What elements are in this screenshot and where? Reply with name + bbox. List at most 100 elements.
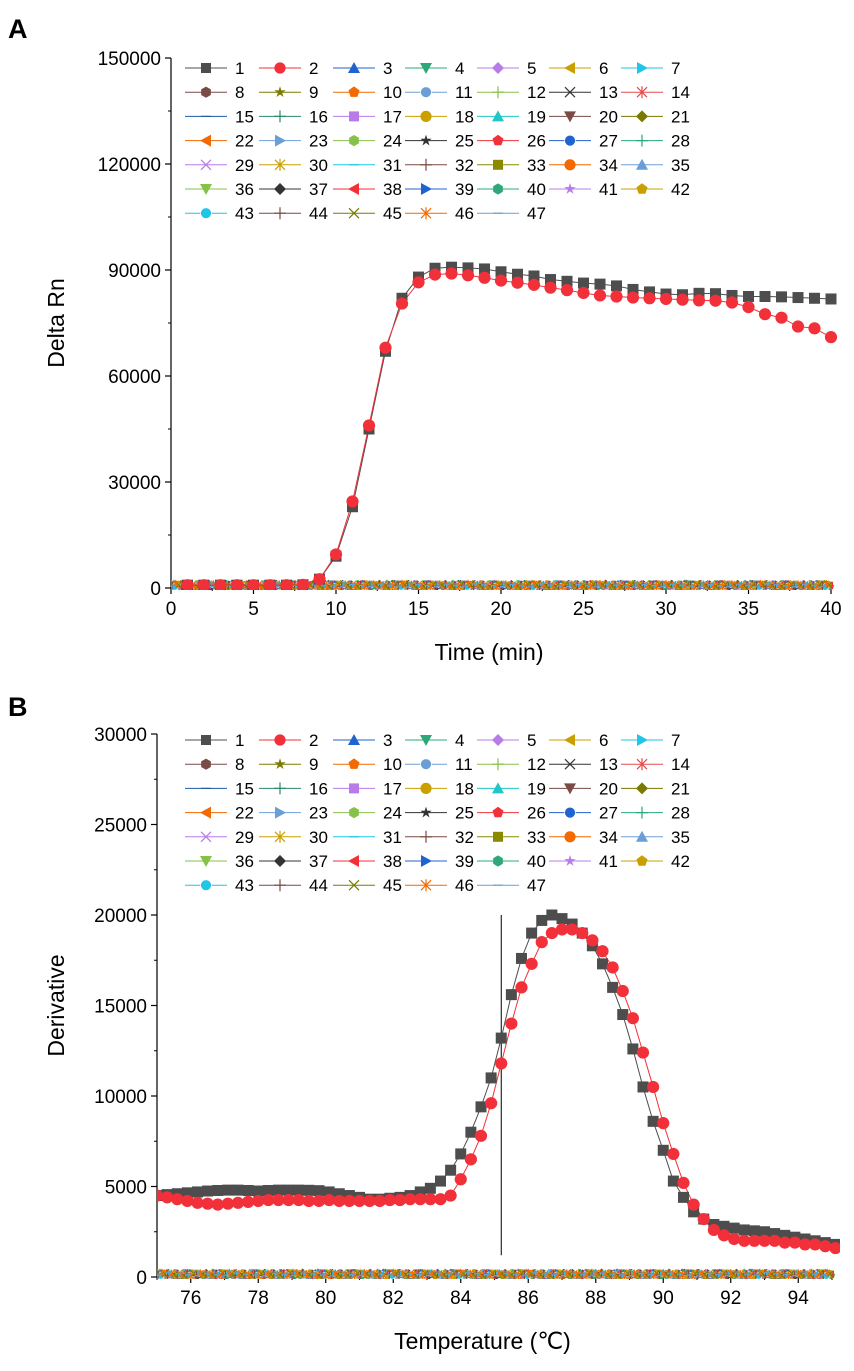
panel-a-series-46-point bbox=[653, 582, 660, 590]
panel-a-series-1-point bbox=[776, 291, 787, 303]
panel-a-series-46-point bbox=[455, 582, 462, 590]
panel-a-legend-item: 38 bbox=[333, 180, 402, 199]
panel-a-series-1-point bbox=[759, 291, 771, 302]
panel-a-legend-label: 46 bbox=[455, 204, 474, 223]
panel-a-legend-item: 37 bbox=[259, 180, 328, 199]
panel-a-legend-item: 24 bbox=[333, 132, 402, 151]
panel-b-x-tick-label: 86 bbox=[518, 1288, 539, 1309]
panel-a-series-1-point bbox=[825, 293, 837, 305]
panel-a-legend-marker bbox=[420, 86, 432, 98]
panel-b-baseline-series bbox=[157, 1268, 836, 1279]
panel-a-legend-marker bbox=[636, 183, 648, 194]
panel-a-series-46-point bbox=[624, 582, 632, 590]
panel-a-legend-label: 39 bbox=[455, 180, 474, 199]
panel-a-legend-marker bbox=[274, 110, 286, 123]
panel-a-x-tick-label: 20 bbox=[490, 599, 511, 620]
panel-a-legend-marker bbox=[420, 134, 432, 146]
panel-a-main-series bbox=[181, 261, 838, 590]
panel-a-series-2-point bbox=[379, 341, 392, 354]
panel-a-legend-label: 31 bbox=[383, 156, 402, 175]
panel-a-legend-marker bbox=[201, 63, 211, 73]
panel-a-legend-label: 23 bbox=[309, 132, 328, 151]
panel-a-series-2-point bbox=[230, 579, 244, 590]
panel-a-legend-label: 13 bbox=[599, 83, 618, 102]
panel-a-legend-item: 20 bbox=[549, 107, 618, 126]
panel-b-x-tick-label: 80 bbox=[315, 1288, 336, 1309]
panel-a-x-tick-label: 5 bbox=[248, 599, 259, 620]
panel-a-legend-marker bbox=[564, 134, 576, 147]
panel-a-legend-item: 47 bbox=[477, 204, 546, 223]
panel-a-legend-marker bbox=[274, 62, 286, 74]
panel-a-legend-item: 35 bbox=[621, 156, 690, 175]
panel-a-y-tick-label: 30000 bbox=[108, 473, 161, 494]
panel-a-legend-marker bbox=[492, 62, 504, 74]
panel-a-legend-label: 32 bbox=[455, 156, 474, 175]
panel-a-legend-marker bbox=[492, 134, 504, 146]
panel-a-series-46-point bbox=[672, 581, 679, 590]
panel-a-series-1-point bbox=[693, 287, 705, 299]
panel-a-x-tick-label: 0 bbox=[166, 599, 177, 620]
panel-a-legend-marker bbox=[421, 183, 432, 195]
panel-a-legend-item: 9 bbox=[259, 83, 318, 102]
panel-a-legend-label: 7 bbox=[671, 59, 680, 78]
panel-a-series-2-point bbox=[742, 301, 755, 314]
panel-a-legend-item: 26 bbox=[477, 132, 546, 151]
panel-a-label: A bbox=[8, 14, 28, 44]
panel-a-series-1-point bbox=[594, 278, 606, 290]
panel-a-series-46-point bbox=[643, 581, 651, 590]
panel-a-series-2-point bbox=[725, 296, 739, 309]
panel-a-legend-marker bbox=[492, 110, 504, 122]
panel-a-legend-item: 39 bbox=[405, 180, 474, 199]
panel-a-legend-label: 44 bbox=[309, 204, 328, 223]
panel-a-legend-marker bbox=[493, 159, 503, 170]
panel-a-series-46-point bbox=[426, 582, 434, 590]
panel-a-series-1-point bbox=[495, 266, 507, 278]
panel-a-legend-marker bbox=[420, 158, 432, 171]
panel-a-series-46-point bbox=[719, 582, 726, 590]
panel-a-series-2-point bbox=[709, 294, 722, 307]
panel-a-legend-label: 27 bbox=[599, 132, 618, 151]
panel-a-series-2-point bbox=[758, 308, 772, 321]
panel-a-legend-item: 25 bbox=[405, 132, 474, 151]
panel-a-series-2-point bbox=[263, 579, 277, 590]
panel-a-x-tick-label: 15 bbox=[408, 599, 429, 620]
panel-a-series-2-point bbox=[362, 419, 376, 432]
panel-a-legend-item: 3 bbox=[333, 59, 392, 78]
panel-a-legend-label: 20 bbox=[599, 107, 618, 126]
panel-a-series-46-point bbox=[445, 581, 453, 590]
panel-a-x-tick-label: 10 bbox=[325, 599, 346, 620]
panel-a-legend-label: 45 bbox=[383, 204, 402, 223]
panel-a-legend-label: 22 bbox=[235, 132, 254, 151]
panel-a-series-2-point bbox=[329, 548, 343, 561]
panel-b-x-tick-label: 88 bbox=[585, 1288, 606, 1309]
panel-a-legend-marker bbox=[274, 207, 286, 220]
panel-a-legend-marker bbox=[493, 183, 503, 195]
panel-a-legend-item: 33 bbox=[477, 156, 546, 175]
panel-a-series-46-point bbox=[615, 581, 623, 590]
panel-a-series-2-point bbox=[544, 281, 557, 294]
panel-a-y-tick-label: 90000 bbox=[108, 261, 161, 282]
panel-a-legend-label: 43 bbox=[235, 204, 254, 223]
panel-a-series-2-point bbox=[412, 276, 425, 289]
panel-a-series-2-point bbox=[626, 291, 640, 304]
panel-a-series-2-point bbox=[313, 573, 326, 586]
panel-a-legend-marker bbox=[348, 207, 360, 219]
panel-a-series-46-point bbox=[540, 580, 547, 589]
panel-a-legend-label: 5 bbox=[527, 59, 536, 78]
panel-a-series-1-point bbox=[528, 270, 540, 282]
panel-a-legend-item: 18 bbox=[405, 107, 474, 126]
panel-a-series-1-point bbox=[809, 292, 820, 304]
panel-a-series-46-point bbox=[558, 582, 566, 590]
panel-a-legend-item: 22 bbox=[185, 132, 254, 151]
panel-a-series-2-point bbox=[610, 290, 623, 303]
panel-a-series-2-point bbox=[560, 284, 574, 297]
panel-a-legend-marker bbox=[200, 184, 212, 195]
panel-a-legend-label: 47 bbox=[527, 204, 546, 223]
panel-a-legend-marker bbox=[636, 158, 648, 170]
panel-a-legend-marker bbox=[637, 62, 648, 74]
panel-a-legend-label: 26 bbox=[527, 132, 546, 151]
panel-a-series-2-point bbox=[494, 274, 508, 287]
